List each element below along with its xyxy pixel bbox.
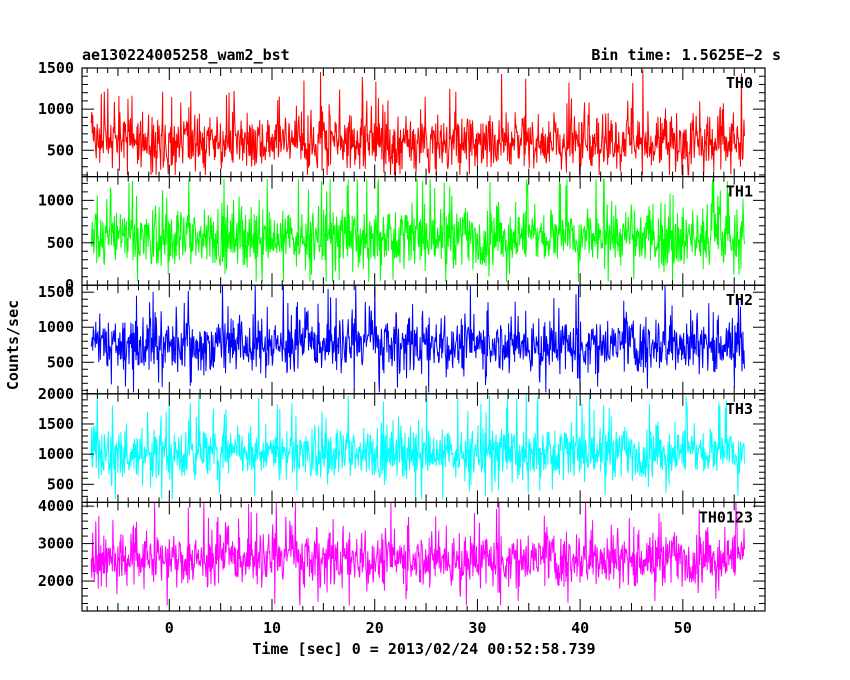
panel-label: TH0 bbox=[726, 74, 753, 92]
y-tick-label: 1500 bbox=[38, 283, 74, 301]
panel-label: TH2 bbox=[726, 291, 753, 309]
y-tick-label: 1000 bbox=[38, 191, 74, 209]
panel-th2: 500 1000 1500 TH2 bbox=[38, 283, 766, 395]
y-tick-label: 1500 bbox=[38, 59, 74, 77]
series-th3 bbox=[90, 393, 745, 500]
panel-label: TH1 bbox=[726, 183, 753, 201]
y-tick-label: 1000 bbox=[38, 318, 74, 336]
x-tick-label: 50 bbox=[674, 619, 692, 637]
x-tick-label: 0 bbox=[165, 619, 174, 637]
panel-th3: 500 1000 1500 2000 TH3 bbox=[38, 385, 766, 503]
y-tick-label: 1500 bbox=[38, 415, 74, 433]
y-tick-label: 1000 bbox=[38, 100, 74, 118]
y-axis-label: Counts/sec bbox=[4, 300, 22, 390]
panel-frame bbox=[81, 67, 766, 178]
series-th2 bbox=[90, 285, 745, 393]
x-tick-label: 20 bbox=[366, 619, 384, 637]
y-tick-label: 4000 bbox=[38, 497, 74, 515]
series-th0 bbox=[90, 69, 745, 176]
y-tick-label: 2000 bbox=[38, 572, 74, 590]
y-tick-label: 500 bbox=[47, 475, 74, 493]
bin-time-label: Bin time: 1.5625E−2 s bbox=[591, 46, 781, 64]
panel-label: TH3 bbox=[726, 400, 753, 418]
x-tick-label: 10 bbox=[263, 619, 281, 637]
y-tick-label: 3000 bbox=[38, 535, 74, 553]
y-tick-label: 0 bbox=[65, 276, 74, 294]
panel-frame bbox=[81, 501, 766, 612]
panel-th1: 0 500 1000 TH1 bbox=[38, 176, 766, 294]
y-tick-label: 2000 bbox=[38, 385, 74, 403]
panel-th0123: 2000 3000 4000 TH0123 bbox=[38, 497, 766, 612]
x-axis-label: Time [sec] 0 = 2013/02/24 00:52:58.739 bbox=[252, 640, 595, 658]
series-th0123 bbox=[90, 502, 745, 606]
chart-title: ae130224005258_wam2_bst bbox=[82, 46, 290, 64]
panel-th0: 500 1000 1500 TH0 bbox=[38, 59, 766, 178]
series-th1 bbox=[90, 178, 745, 282]
y-tick-label: 500 bbox=[47, 234, 74, 252]
y-tick-label: 1000 bbox=[38, 445, 74, 463]
x-tick-label: 40 bbox=[571, 619, 589, 637]
y-tick-label: 500 bbox=[47, 141, 74, 159]
panel-label: TH0123 bbox=[699, 508, 753, 526]
x-tick-label: 30 bbox=[468, 619, 486, 637]
y-tick-label: 500 bbox=[47, 353, 74, 371]
